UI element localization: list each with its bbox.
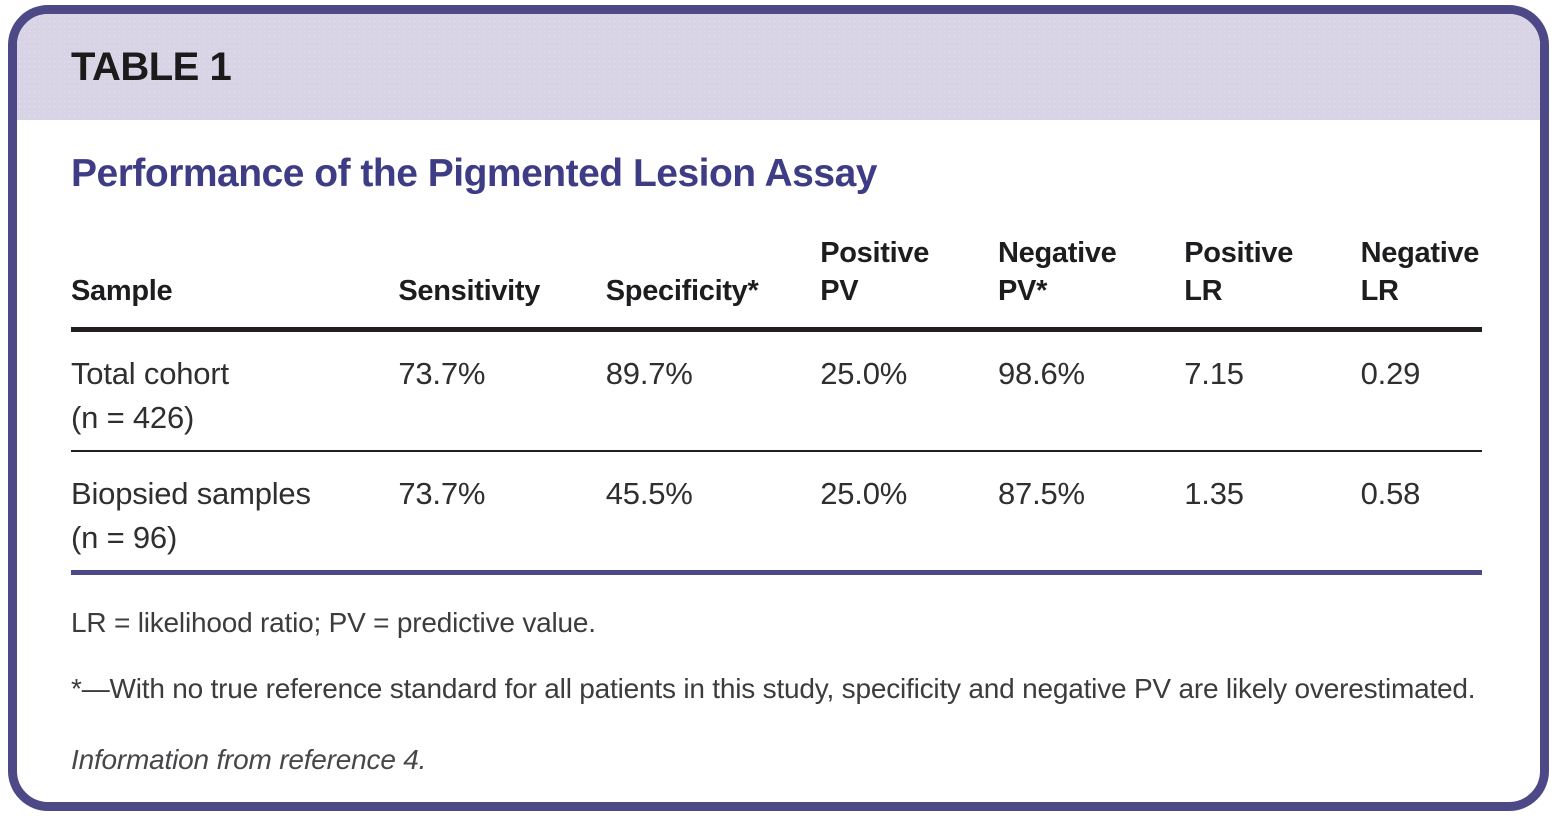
table-header-row: Sample Sensitivity Specificity* Positive… — [71, 234, 1482, 332]
cell-sample: Total cohort (n = 426) — [71, 329, 399, 452]
column-header-sample: Sample — [71, 234, 399, 332]
column-header-positive-lr: Positive LR — [1184, 234, 1361, 332]
performance-table: Sample Sensitivity Specificity* Positive… — [71, 234, 1482, 575]
column-header-negative-lr: Negative LR — [1360, 234, 1482, 332]
footnote-abbreviations: LR = likelihood ratio; PV = predictive v… — [71, 606, 596, 638]
table-card: TABLE 1 Performance of the Pigmented Les… — [8, 5, 1549, 811]
column-header-negative-pv: Negative PV* — [998, 234, 1185, 332]
cell-positive-lr: 1.35 — [1184, 450, 1361, 575]
table-row-total-cohort: Total cohort (n = 426) 73.7% 89.7% 25.0%… — [71, 329, 1482, 452]
cell-sensitivity: 73.7% — [398, 450, 606, 575]
cell-negative-pv: 87.5% — [998, 450, 1185, 575]
table-row-biopsied-samples: Biopsied samples (n = 96) 73.7% 45.5% 25… — [71, 450, 1482, 575]
table-title: Performance of the Pigmented Lesion Assa… — [71, 152, 877, 195]
cell-negative-lr: 0.58 — [1360, 450, 1482, 575]
cell-sensitivity: 73.7% — [398, 329, 606, 452]
footnote-asterisk: *—With no true reference standard for al… — [71, 673, 1476, 705]
table-number-label: TABLE 1 — [71, 44, 232, 89]
table-card-header-band: TABLE 1 — [17, 14, 1540, 120]
table-footnotes: LR = likelihood ratio; PV = predictive v… — [71, 603, 1482, 781]
cell-positive-pv: 25.0% — [820, 450, 998, 575]
column-header-positive-pv: Positive PV — [820, 234, 998, 332]
column-header-sensitivity: Sensitivity — [398, 234, 606, 332]
cell-specificity: 45.5% — [605, 450, 821, 575]
cell-specificity: 89.7% — [605, 329, 821, 452]
cell-sample: Biopsied samples (n = 96) — [71, 450, 399, 575]
table-card-body: Performance of the Pigmented Lesion Assa… — [17, 120, 1540, 780]
footnote-source: Information from reference 4. — [71, 743, 427, 775]
cell-negative-pv: 98.6% — [998, 329, 1185, 452]
column-header-specificity: Specificity* — [605, 234, 821, 332]
cell-positive-pv: 25.0% — [820, 329, 998, 452]
cell-negative-lr: 0.29 — [1360, 329, 1482, 452]
cell-positive-lr: 7.15 — [1184, 329, 1361, 452]
